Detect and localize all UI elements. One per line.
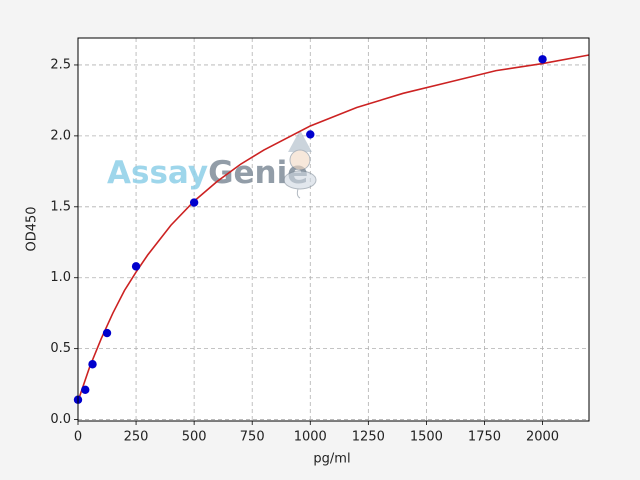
watermark-icon — [283, 130, 317, 199]
fit-curve — [77, 54, 590, 402]
data-point — [81, 385, 90, 394]
x-tick-label: 750 — [240, 430, 265, 445]
y-tick-label: 0.5 — [50, 341, 71, 356]
x-tick-label: 1000 — [294, 430, 327, 445]
data-point — [88, 360, 97, 369]
data-point — [538, 55, 547, 64]
x-tick-label: 1500 — [410, 430, 443, 445]
y-tick-label: 2.5 — [50, 57, 71, 72]
y-tick-label: 1.5 — [50, 199, 71, 214]
x-tick-label: 0 — [74, 430, 82, 445]
x-tick-label: 1250 — [352, 430, 385, 445]
y-tick-label: 0.0 — [50, 412, 71, 427]
data-point — [102, 328, 112, 338]
y-tick-label: 2.0 — [50, 128, 71, 143]
watermark: AssayGenie — [107, 155, 308, 191]
x-tick-label: 250 — [124, 430, 149, 445]
grid — [77, 38, 589, 421]
x-tick-label: 2000 — [526, 430, 559, 445]
data-point — [189, 198, 199, 207]
marks — [73, 54, 590, 404]
x-axis-label: pg/ml — [313, 452, 350, 467]
y-axis-label: OD450 — [25, 206, 40, 251]
watermark-part: Assay — [107, 155, 208, 191]
data-point — [306, 130, 315, 139]
axes-frame — [77, 37, 590, 422]
data-point — [131, 262, 141, 271]
x-tick-label: 1750 — [468, 430, 501, 445]
x-tick-label: 500 — [182, 430, 207, 445]
plot-area — [78, 38, 589, 421]
y-tick-label: 1.0 — [50, 270, 71, 285]
